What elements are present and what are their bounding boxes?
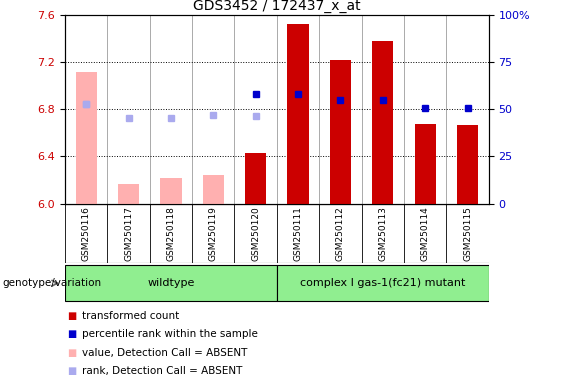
Text: transformed count: transformed count xyxy=(82,311,179,321)
Bar xyxy=(457,125,478,204)
Text: GSM250118: GSM250118 xyxy=(167,206,175,261)
Title: GDS3452 / 172437_x_at: GDS3452 / 172437_x_at xyxy=(193,0,360,13)
Text: wildtype: wildtype xyxy=(147,278,194,288)
Text: GSM250120: GSM250120 xyxy=(251,206,260,261)
Bar xyxy=(160,178,181,204)
Text: GSM250113: GSM250113 xyxy=(379,206,387,261)
Bar xyxy=(65,265,277,301)
Bar xyxy=(372,41,393,204)
Bar xyxy=(330,60,351,204)
Text: GSM250119: GSM250119 xyxy=(209,206,218,261)
Text: GSM250112: GSM250112 xyxy=(336,206,345,261)
Text: ■: ■ xyxy=(67,311,76,321)
Text: GSM250115: GSM250115 xyxy=(463,206,472,261)
Bar xyxy=(288,23,308,204)
Text: complex I gas-1(fc21) mutant: complex I gas-1(fc21) mutant xyxy=(300,278,466,288)
Text: ■: ■ xyxy=(67,366,76,376)
Text: value, Detection Call = ABSENT: value, Detection Call = ABSENT xyxy=(82,348,247,358)
Text: ■: ■ xyxy=(67,348,76,358)
Bar xyxy=(118,184,139,204)
Text: rank, Detection Call = ABSENT: rank, Detection Call = ABSENT xyxy=(82,366,242,376)
Text: GSM250111: GSM250111 xyxy=(294,206,302,261)
Text: percentile rank within the sample: percentile rank within the sample xyxy=(82,329,258,339)
Text: genotype/variation: genotype/variation xyxy=(3,278,102,288)
Text: GSM250116: GSM250116 xyxy=(82,206,90,261)
Bar xyxy=(203,175,224,204)
Text: GSM250117: GSM250117 xyxy=(124,206,133,261)
Text: GSM250114: GSM250114 xyxy=(421,206,429,261)
Bar xyxy=(415,124,436,204)
Bar xyxy=(245,153,266,204)
Bar xyxy=(277,265,489,301)
Bar xyxy=(76,72,97,204)
Text: ■: ■ xyxy=(67,329,76,339)
